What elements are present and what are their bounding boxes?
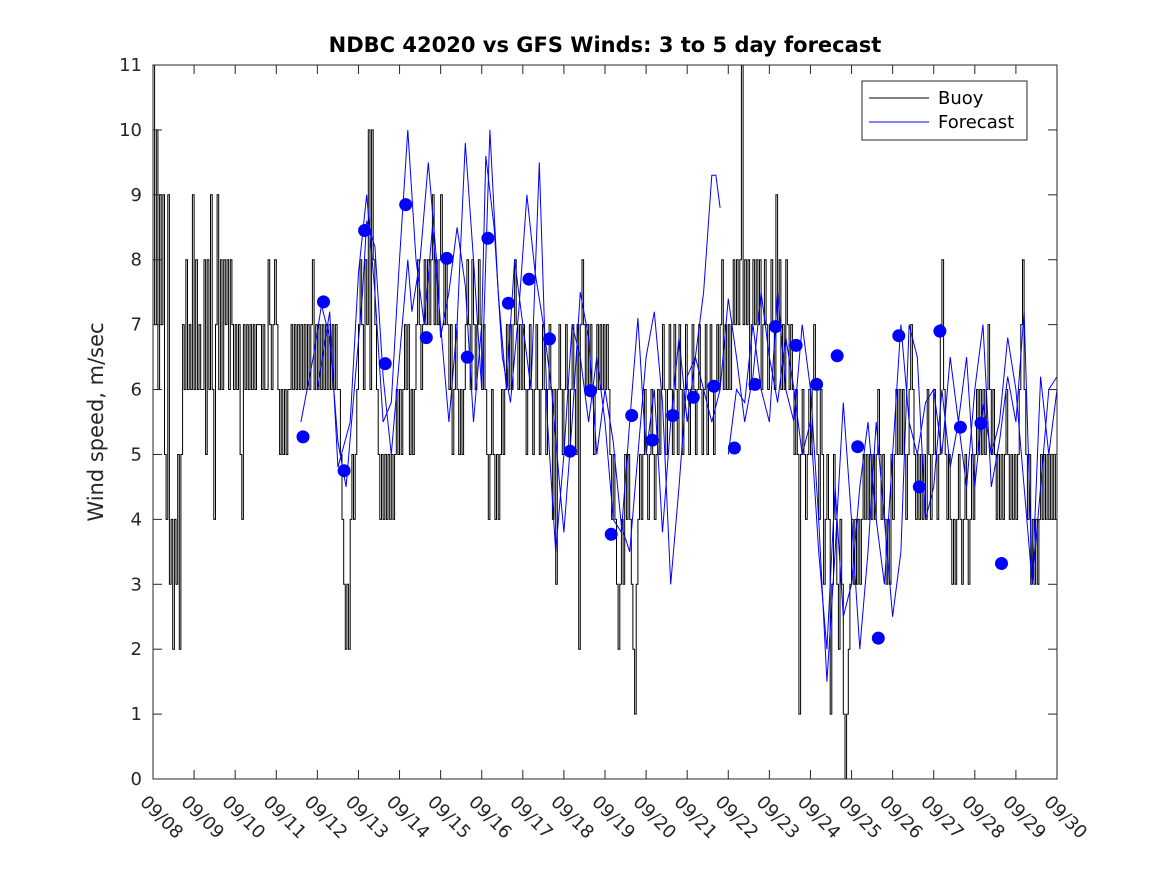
forecast-marker — [399, 198, 413, 212]
legend-box — [861, 80, 1028, 141]
x-tick-label: 09/19 — [587, 792, 639, 844]
forecast-series — [300, 129, 1058, 682]
forecast-marker — [810, 377, 824, 391]
x-tick-label: 09/26 — [875, 792, 927, 844]
y-tick-label: 4 — [131, 509, 142, 530]
x-tick-label: 09/11 — [259, 792, 311, 844]
buoy-line — [153, 64, 1058, 780]
x-tick-label: 09/16 — [464, 792, 516, 844]
x-tick-label: 09/30 — [1039, 792, 1091, 844]
forecast-marker — [789, 338, 803, 352]
forecast-marker — [481, 231, 495, 245]
buoy-series — [153, 64, 1058, 780]
forecast-marker — [871, 631, 885, 645]
forecast-marker — [748, 377, 762, 391]
forecast-marker — [995, 557, 1008, 570]
y-tick-label: 5 — [131, 444, 142, 465]
forecast-line-1 — [300, 155, 1058, 650]
y-axis-ticks: 0 1 2 3 4 5 6 7 8 9 10 11 — [119, 55, 1057, 790]
forecast-marker — [912, 480, 926, 494]
forecast-line-3 — [727, 292, 1058, 682]
forecast-marker — [522, 272, 536, 286]
forecast-marker — [317, 295, 330, 309]
chart-title: NDBC 42020 vs GFS Winds: 3 to 5 day fore… — [329, 33, 882, 57]
forecast-marker — [460, 350, 474, 364]
x-tick-label: 09/13 — [341, 792, 393, 844]
x-tick-label: 09/09 — [177, 792, 229, 844]
forecast-marker — [378, 357, 392, 371]
forecast-marker — [933, 324, 947, 338]
forecast-marker — [769, 320, 782, 334]
y-tick-label: 10 — [119, 120, 142, 141]
x-tick-label: 09/28 — [957, 792, 1009, 844]
forecast-marker — [666, 409, 680, 422]
forecast-marker — [337, 464, 351, 478]
x-tick-label: 09/29 — [998, 792, 1050, 844]
y-tick-label: 2 — [131, 639, 142, 660]
x-tick-label: 09/14 — [382, 792, 434, 844]
legend-forecast-label: Forecast — [938, 112, 1014, 133]
forecast-marker — [625, 409, 639, 422]
forecast-marker — [584, 384, 598, 398]
y-tick-label: 11 — [119, 55, 142, 76]
y-tick-label: 7 — [131, 315, 142, 336]
forecast-marker — [563, 444, 577, 458]
x-tick-label: 09/20 — [629, 792, 681, 844]
forecast-marker — [440, 251, 454, 265]
forecast-marker — [727, 441, 741, 455]
x-tick-label: 09/15 — [423, 792, 475, 844]
y-tick-label: 6 — [131, 380, 142, 401]
legend: Buoy Forecast — [861, 80, 1028, 141]
forecast-marker — [501, 296, 515, 310]
x-tick-label: 09/21 — [670, 792, 722, 844]
y-tick-label: 1 — [131, 704, 142, 725]
x-tick-label: 09/08 — [135, 792, 187, 844]
forecast-marker — [296, 430, 310, 444]
forecast-marker — [543, 332, 556, 346]
forecast-markers — [296, 198, 1008, 645]
legend-buoy-label: Buoy — [938, 88, 984, 109]
forecast-marker — [953, 420, 967, 434]
x-tick-label: 09/25 — [834, 792, 886, 844]
y-axis-label: Wind speed, m/sec — [84, 322, 108, 521]
x-tick-label: 09/27 — [916, 792, 968, 844]
y-tick-label: 0 — [131, 769, 142, 790]
x-tick-label: 09/17 — [505, 792, 557, 844]
x-tick-label: 09/18 — [546, 792, 598, 844]
y-tick-label: 9 — [131, 185, 142, 206]
forecast-marker — [604, 527, 618, 541]
forecast-marker — [974, 416, 988, 430]
forecast-marker — [686, 390, 700, 404]
x-tick-label: 09/10 — [218, 792, 270, 844]
forecast-marker — [419, 331, 433, 345]
x-tick-label: 09/22 — [711, 792, 763, 844]
forecast-marker — [358, 224, 372, 237]
y-tick-label: 3 — [131, 574, 142, 595]
forecast-line-2 — [316, 129, 721, 552]
x-tick-label: 09/12 — [300, 792, 352, 844]
forecast-marker — [892, 329, 906, 343]
x-tick-label: 09/24 — [793, 792, 845, 844]
forecast-marker — [851, 440, 865, 454]
y-tick-label: 8 — [131, 250, 142, 271]
forecast-marker — [645, 433, 659, 447]
forecast-marker — [830, 349, 844, 363]
forecast-marker — [707, 379, 721, 393]
x-tick-label: 09/23 — [752, 792, 804, 844]
